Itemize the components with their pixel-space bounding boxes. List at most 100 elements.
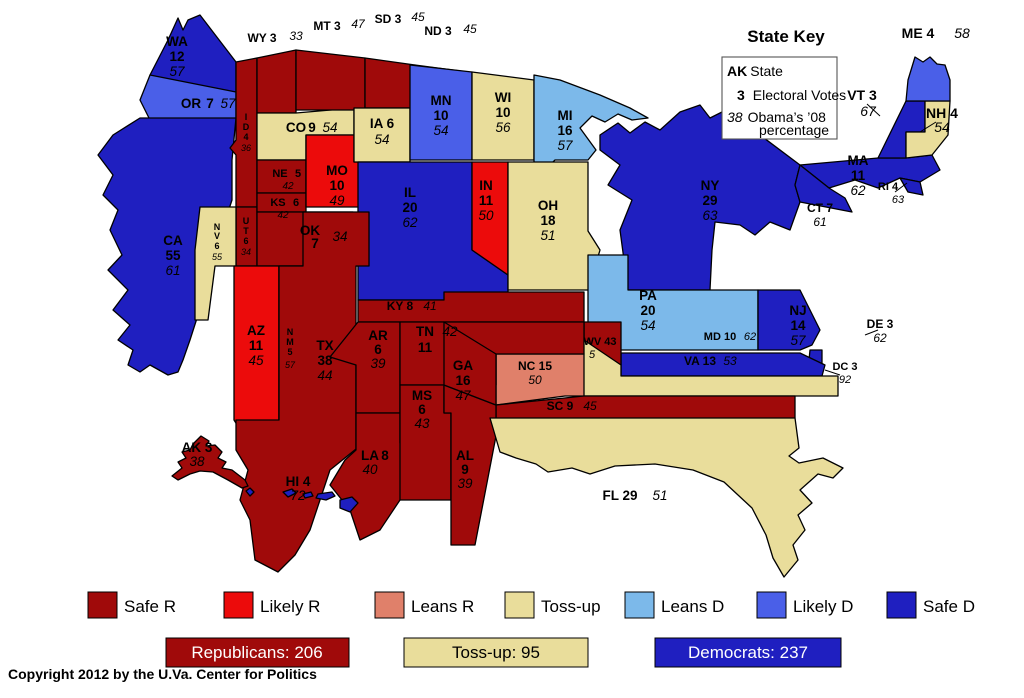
svg-text:58: 58 bbox=[954, 25, 970, 41]
svg-text:5: 5 bbox=[287, 347, 292, 357]
svg-text:54: 54 bbox=[934, 119, 950, 135]
svg-text:63: 63 bbox=[892, 194, 905, 206]
svg-text:49: 49 bbox=[329, 193, 345, 208]
svg-text:NC 15: NC 15 bbox=[518, 359, 552, 373]
svg-text:AK 3: AK 3 bbox=[182, 440, 213, 455]
svg-text:5: 5 bbox=[295, 168, 301, 180]
svg-text:51: 51 bbox=[652, 488, 667, 503]
svg-text:MS: MS bbox=[412, 388, 432, 403]
svg-text:SC 9: SC 9 bbox=[547, 399, 574, 413]
svg-text:4: 4 bbox=[243, 132, 248, 142]
svg-text:20: 20 bbox=[640, 303, 655, 318]
svg-text:CA: CA bbox=[163, 233, 183, 248]
svg-text:Democrats: 237: Democrats: 237 bbox=[688, 643, 808, 662]
svg-text:DC 3: DC 3 bbox=[832, 361, 857, 373]
svg-text:51: 51 bbox=[540, 228, 555, 243]
svg-text:43: 43 bbox=[414, 416, 430, 431]
svg-text:Safe R: Safe R bbox=[124, 597, 176, 616]
svg-text:NY: NY bbox=[701, 178, 720, 193]
svg-text:34: 34 bbox=[241, 247, 251, 257]
svg-text:Republicans: 206: Republicans: 206 bbox=[191, 643, 322, 662]
svg-text:TN: TN bbox=[416, 324, 434, 339]
svg-text:M: M bbox=[286, 337, 294, 347]
svg-text:56: 56 bbox=[495, 120, 511, 135]
svg-text:57: 57 bbox=[220, 96, 236, 111]
svg-text:6: 6 bbox=[293, 197, 299, 209]
svg-text:ND 3: ND 3 bbox=[424, 24, 452, 38]
svg-text:IL: IL bbox=[404, 185, 416, 200]
svg-text:MD 10: MD 10 bbox=[704, 331, 736, 343]
svg-text:54: 54 bbox=[433, 123, 448, 138]
svg-text:IA 6: IA 6 bbox=[370, 116, 395, 131]
svg-text:PA: PA bbox=[639, 288, 657, 303]
svg-text:10: 10 bbox=[433, 108, 448, 123]
svg-text:45: 45 bbox=[411, 10, 425, 24]
svg-text:42: 42 bbox=[442, 324, 458, 339]
svg-text:6: 6 bbox=[418, 402, 426, 417]
svg-text:10: 10 bbox=[495, 105, 510, 120]
svg-text:CO: CO bbox=[286, 120, 306, 135]
svg-text:N: N bbox=[287, 327, 294, 337]
svg-text:38: 38 bbox=[189, 454, 205, 469]
svg-text:47: 47 bbox=[455, 388, 471, 403]
svg-text:62: 62 bbox=[402, 215, 418, 230]
svg-text:62: 62 bbox=[744, 331, 756, 343]
svg-text:6: 6 bbox=[374, 342, 382, 357]
svg-text:Likely D: Likely D bbox=[793, 597, 853, 616]
svg-text:9: 9 bbox=[461, 462, 469, 477]
svg-text:Copyright 2012 by the U.Va. Ce: Copyright 2012 by the U.Va. Center for P… bbox=[8, 666, 317, 682]
svg-text:IN: IN bbox=[479, 178, 493, 193]
svg-text:45: 45 bbox=[463, 22, 477, 36]
svg-text:Leans D: Leans D bbox=[661, 597, 724, 616]
svg-text:7: 7 bbox=[311, 236, 319, 251]
svg-text:WA: WA bbox=[166, 34, 188, 49]
svg-text:45: 45 bbox=[248, 353, 264, 368]
svg-text:OH: OH bbox=[538, 198, 558, 213]
svg-text:11: 11 bbox=[851, 168, 866, 183]
svg-text:7: 7 bbox=[206, 96, 214, 111]
svg-text:I: I bbox=[245, 112, 248, 122]
svg-text:36: 36 bbox=[241, 143, 251, 153]
svg-text:11: 11 bbox=[479, 193, 494, 208]
svg-text:Leans R: Leans R bbox=[411, 597, 474, 616]
svg-text:OR: OR bbox=[181, 96, 202, 111]
svg-text:KS: KS bbox=[270, 197, 285, 209]
svg-text:11: 11 bbox=[418, 340, 433, 355]
svg-text:MA: MA bbox=[848, 153, 869, 168]
svg-text:MT 3: MT 3 bbox=[313, 19, 341, 33]
svg-text:AZ: AZ bbox=[247, 323, 265, 338]
svg-text:54: 54 bbox=[322, 120, 337, 135]
svg-text:42: 42 bbox=[282, 181, 294, 192]
svg-text:NE: NE bbox=[272, 168, 287, 180]
svg-text:KY 8: KY 8 bbox=[387, 299, 414, 313]
svg-text:10: 10 bbox=[329, 178, 344, 193]
svg-text:DE 3: DE 3 bbox=[867, 317, 894, 331]
svg-text:WI: WI bbox=[495, 90, 512, 105]
svg-text:61: 61 bbox=[165, 263, 180, 278]
svg-text:14: 14 bbox=[790, 318, 806, 333]
svg-text:WV 43: WV 43 bbox=[583, 336, 616, 348]
svg-text:12: 12 bbox=[169, 49, 184, 64]
svg-text:38: 38 bbox=[317, 353, 333, 368]
svg-text:VT 3: VT 3 bbox=[847, 87, 877, 103]
svg-text:MI: MI bbox=[558, 108, 573, 123]
svg-text:AR: AR bbox=[368, 328, 388, 343]
svg-text:CT 7: CT 7 bbox=[807, 201, 833, 215]
svg-text:16: 16 bbox=[557, 123, 573, 138]
svg-text:54: 54 bbox=[640, 318, 655, 333]
svg-text:42: 42 bbox=[277, 210, 289, 221]
svg-text:55: 55 bbox=[165, 248, 181, 263]
svg-text:D: D bbox=[243, 122, 250, 132]
svg-text:MN: MN bbox=[431, 93, 452, 108]
svg-text:16: 16 bbox=[455, 373, 471, 388]
svg-text:57: 57 bbox=[790, 333, 806, 348]
svg-text:57: 57 bbox=[285, 360, 296, 370]
svg-text:Likely R: Likely R bbox=[260, 597, 320, 616]
svg-text:57: 57 bbox=[169, 64, 185, 79]
svg-text:44: 44 bbox=[317, 368, 332, 383]
svg-text:53: 53 bbox=[723, 354, 737, 368]
svg-text:63: 63 bbox=[702, 208, 718, 223]
svg-text:T: T bbox=[243, 226, 249, 236]
svg-text:50: 50 bbox=[478, 208, 494, 223]
